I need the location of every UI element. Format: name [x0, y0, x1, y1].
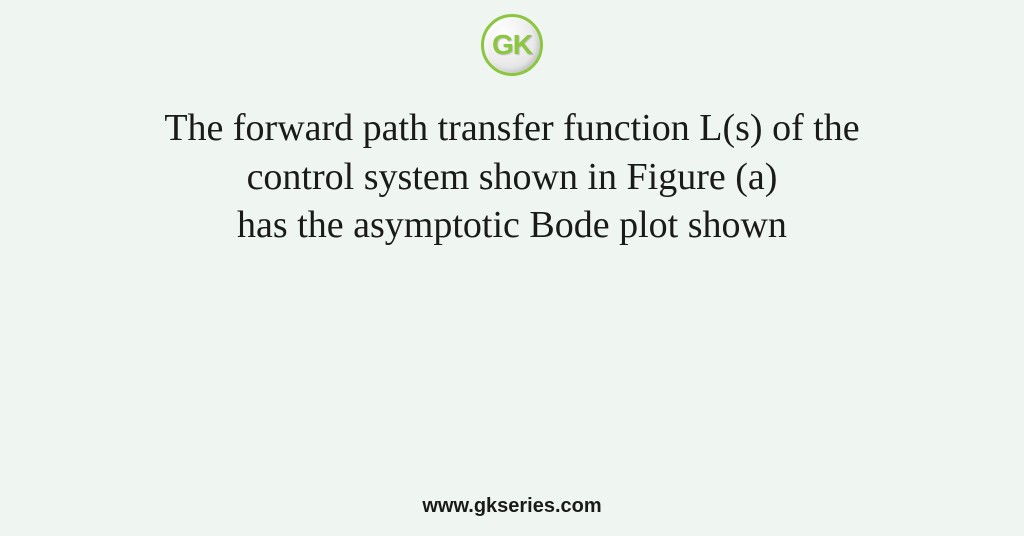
heading-line-3: has the asymptotic Bode plot shown — [164, 201, 859, 250]
logo-text: GK — [492, 29, 532, 61]
footer-url: www.gkseries.com — [422, 495, 601, 518]
heading-line-1: The forward path transfer function L(s) … — [164, 104, 859, 153]
page-container: GK The forward path transfer function L(… — [0, 0, 1024, 536]
main-heading: The forward path transfer function L(s) … — [134, 104, 889, 250]
heading-line-2: control system shown in Figure (a) — [164, 153, 859, 202]
gk-logo: GK — [481, 14, 543, 76]
